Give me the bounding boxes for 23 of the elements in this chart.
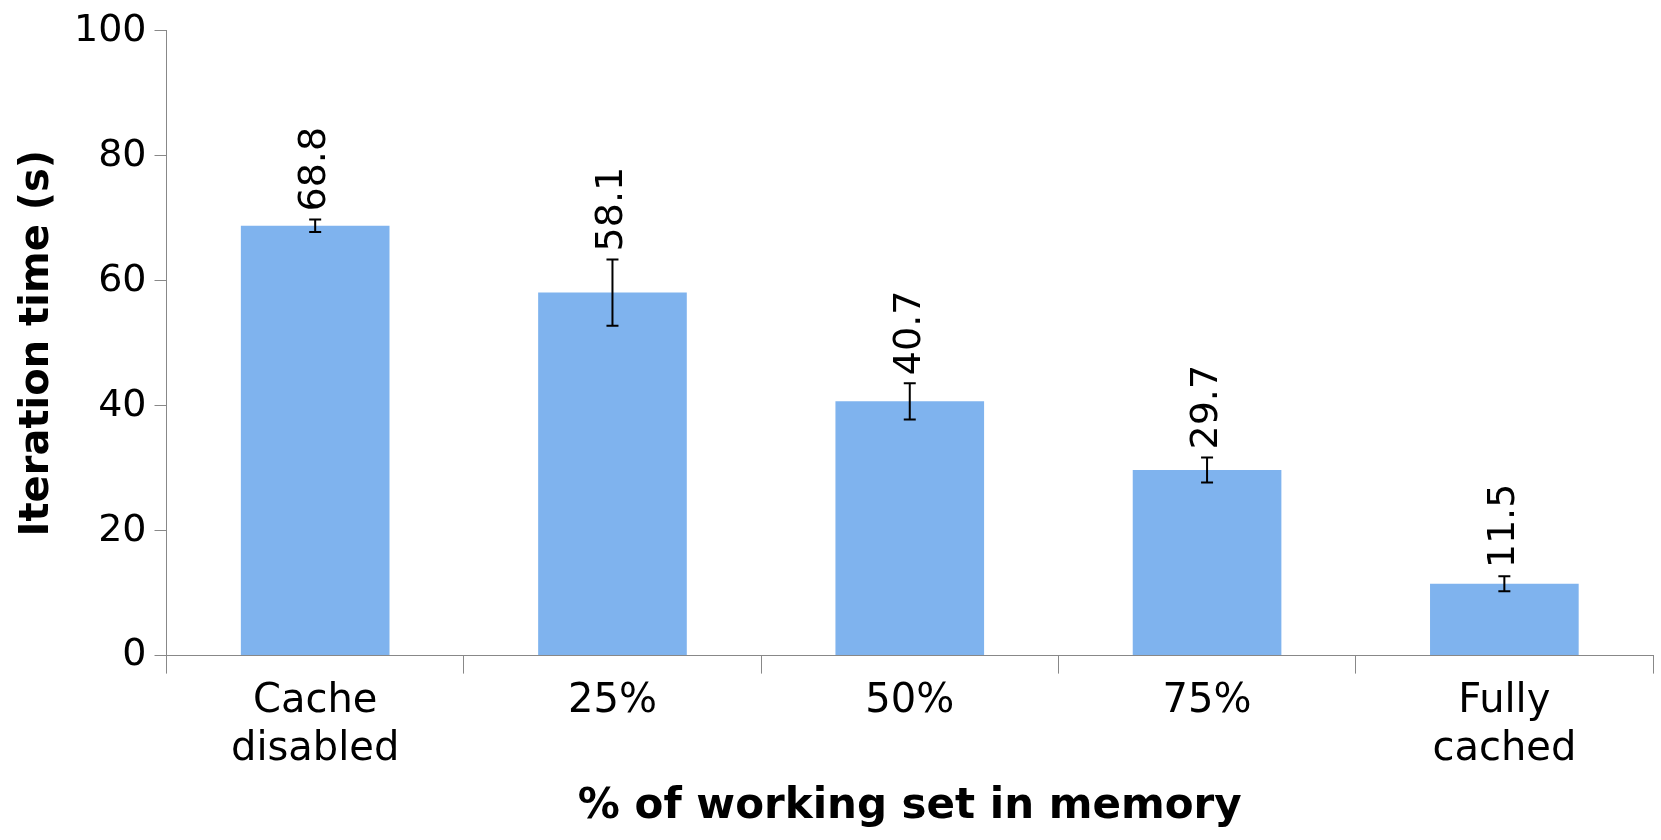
bar [538,292,687,656]
x-tick-label: 25% [568,674,657,721]
bar [1132,470,1282,656]
data-label: 58.1 [587,166,632,252]
data-label: 29.7 [1181,364,1226,450]
x-tick-label: 50% [865,674,955,721]
y-tick-label: 60 [98,255,147,300]
x-tick-label: Fully cached [1432,674,1577,769]
y-tick-label: 80 [98,130,147,175]
data-label: 68.8 [290,126,335,212]
bar [835,401,985,656]
x-axis-title: % of working set in memory [577,778,1242,828]
data-label: 40.7 [884,290,929,376]
y-tick-label: 20 [98,505,147,550]
bar [240,225,390,656]
y-axis-title: Iteration time (s) [11,149,58,537]
y-tick-label: 40 [98,380,147,425]
y-tick-label: 100 [74,5,147,50]
y-tick-label: 0 [122,630,147,675]
bar [1430,583,1579,656]
x-tick-label: Cache disabled [231,674,400,769]
data-label: 11.5 [1479,483,1524,569]
x-tick-label: 75% [1162,674,1252,721]
